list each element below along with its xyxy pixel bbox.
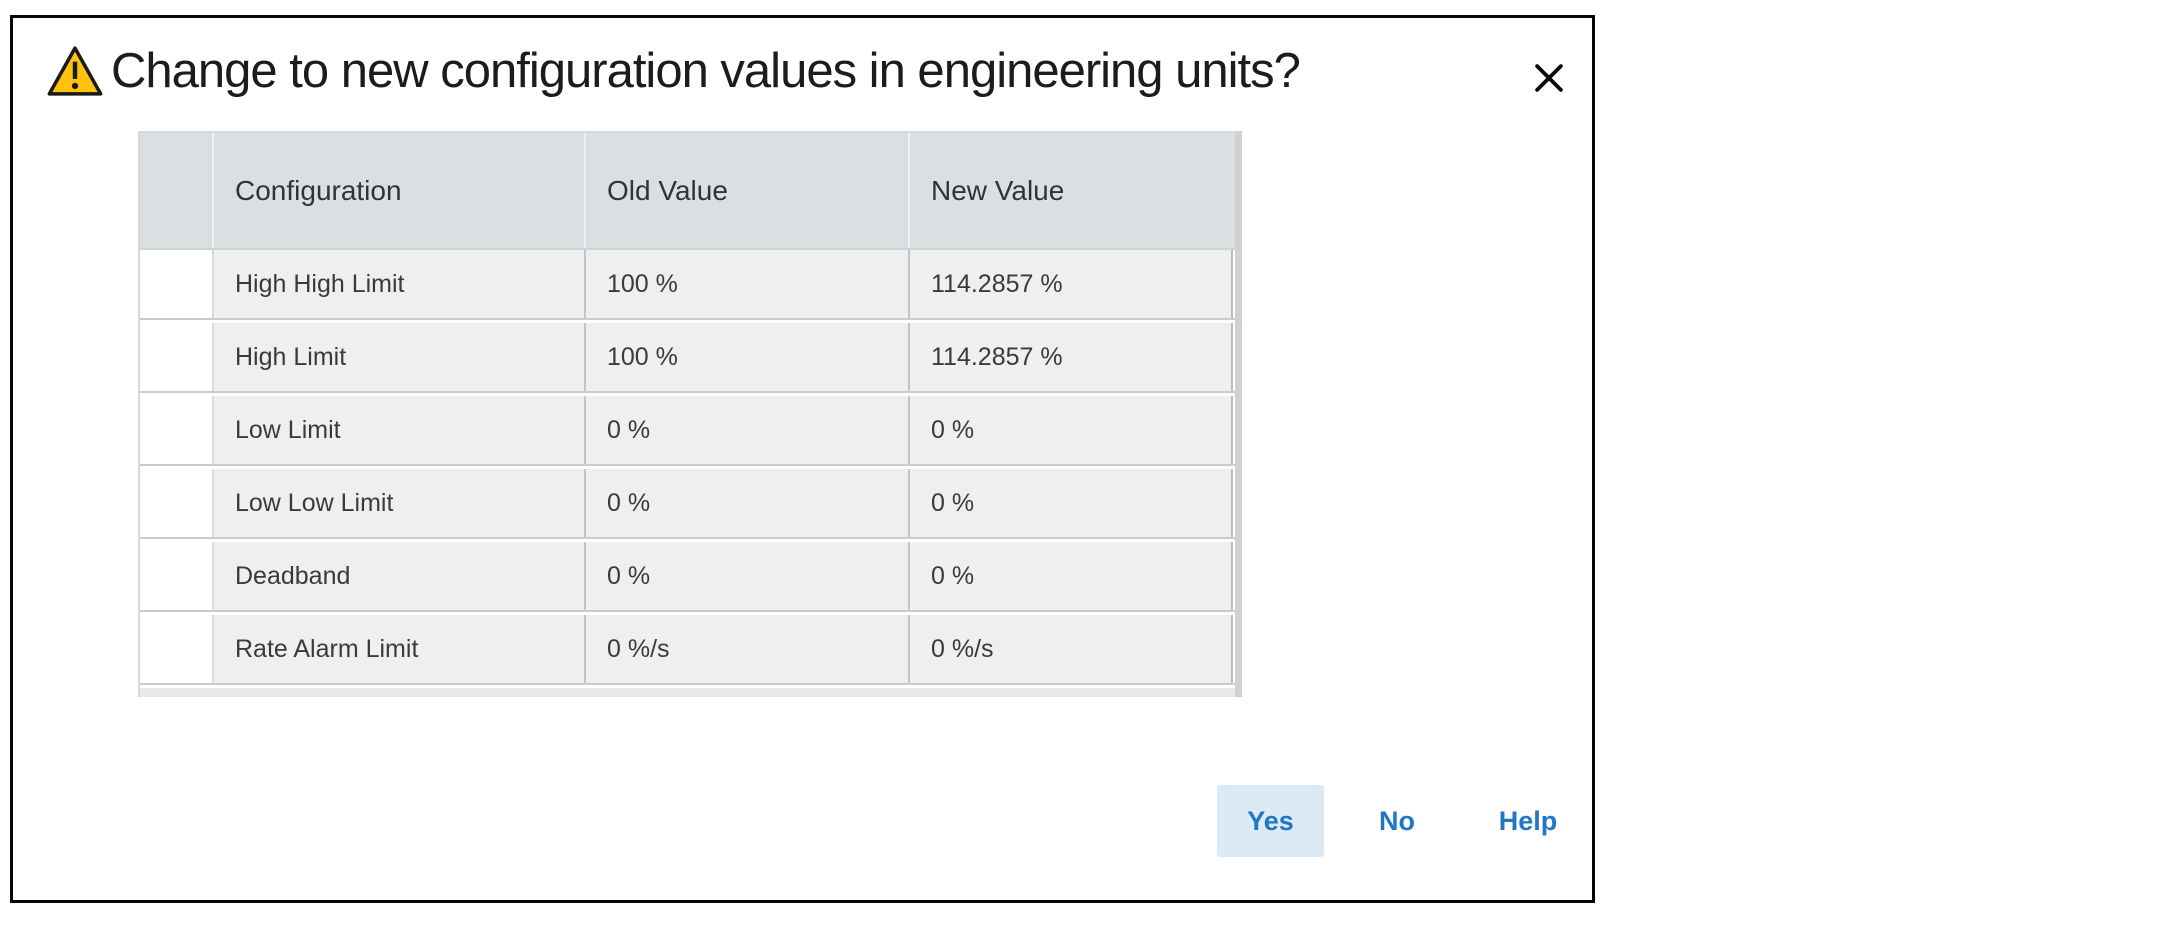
new-value-cell: 0 % [910,542,1233,610]
header-cell-old-value: Old Value [586,133,910,248]
configuration-cell: Deadband [214,542,586,610]
new-value-cell: 0 % [910,396,1233,464]
configuration-cell: High Limit [214,323,586,391]
old-value-cell: 0 % [586,542,910,610]
old-value-cell: 0 % [586,396,910,464]
old-value-cell: 100 % [586,323,910,391]
table-row[interactable]: Low Limit 0 % 0 % [140,396,1235,466]
header-cell-configuration: Configuration [214,133,586,248]
table-body: High High Limit 100 % 114.2857 % High Li… [140,250,1235,685]
table-row[interactable]: Low Low Limit 0 % 0 % [140,469,1235,539]
row-selector-cell[interactable] [140,396,214,464]
table-row[interactable]: High Limit 100 % 114.2857 % [140,323,1235,393]
new-value-cell: 114.2857 % [910,323,1233,391]
configuration-cell: Rate Alarm Limit [214,615,586,683]
configuration-table: Configuration Old Value New Value High H… [138,131,1242,697]
dialog-footer: Yes No Help [1217,785,1573,857]
close-x-icon [1535,64,1563,92]
old-value-cell: 100 % [586,250,910,318]
row-selector-cell[interactable] [140,615,214,683]
old-value-cell: 0 %/s [586,615,910,683]
new-value-cell: 0 %/s [910,615,1233,683]
new-value-cell: 0 % [910,469,1233,537]
table-row[interactable]: Rate Alarm Limit 0 %/s 0 %/s [140,615,1235,685]
configuration-cell: Low Limit [214,396,586,464]
no-button[interactable]: No [1379,805,1415,836]
close-button[interactable] [1521,52,1577,104]
old-value-cell: 0 % [586,469,910,537]
table-header-row: Configuration Old Value New Value [140,133,1235,250]
table-row[interactable]: Deadband 0 % 0 % [140,542,1235,612]
new-value-cell: 114.2857 % [910,250,1233,318]
dialog-header: Change to new configuration values in en… [47,38,1301,104]
configuration-cell: High High Limit [214,250,586,318]
row-selector-cell[interactable] [140,250,214,318]
row-selector-cell[interactable] [140,469,214,537]
configuration-cell: Low Low Limit [214,469,586,537]
table-row[interactable]: High High Limit 100 % 114.2857 % [140,250,1235,320]
row-selector-cell[interactable] [140,323,214,391]
header-cell-new-value: New Value [931,174,1065,206]
header-cell-selector [140,133,214,248]
dialog-title: Change to new configuration values in en… [111,44,1301,98]
yes-button[interactable]: Yes [1217,785,1324,857]
table-scrollbar-track [140,688,1235,697]
row-selector-cell[interactable] [140,542,214,610]
help-button[interactable]: Help [1498,805,1558,836]
warning-triangle-icon [47,45,103,97]
confirmation-dialog: Change to new configuration values in en… [10,15,1595,903]
